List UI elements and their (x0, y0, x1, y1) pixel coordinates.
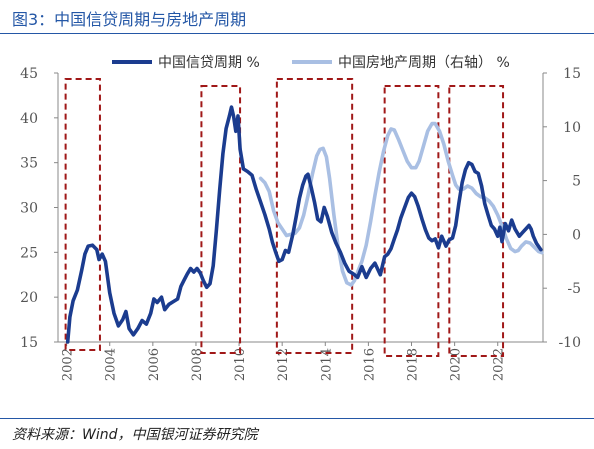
source-divider (0, 418, 594, 419)
y-right-tick-label: -5 (567, 281, 581, 297)
x-tick-label: 2018 (406, 348, 421, 381)
y-left-tick-label: 35 (20, 156, 38, 172)
x-tick-label: 2020 (449, 348, 464, 381)
figure-title: 图3：中国信贷周期与房地产周期 (12, 10, 247, 29)
y-left-tick-label: 15 (20, 335, 38, 351)
x-tick-label: 2008 (190, 348, 205, 381)
series-line-credit-cycle (65, 105, 543, 344)
y-left-tick-label: 40 (20, 111, 38, 127)
y-left-tick-label: 25 (20, 245, 38, 261)
x-tick-label: 2010 (233, 348, 248, 381)
highlight-period-box (200, 85, 242, 354)
series-line-housing-cycle (258, 121, 544, 287)
x-tick-label: 2014 (319, 348, 334, 381)
y-right-tick-label: 10 (563, 120, 581, 136)
highlight-period-box (383, 85, 440, 357)
x-tick-label: 2006 (147, 348, 162, 381)
y-right-tick-label: 15 (563, 66, 581, 82)
y-left-tick-label: 30 (20, 201, 38, 217)
x-tick-label: 2016 (362, 348, 377, 381)
title-underline (0, 33, 594, 34)
highlight-period-box (448, 85, 505, 357)
x-tick-label: 2012 (276, 348, 291, 381)
y-left-tick-label: 45 (20, 66, 38, 82)
highlight-period-box (275, 78, 354, 354)
y-left-tick-label: 20 (20, 290, 38, 306)
y-right-tick-label: 0 (572, 227, 581, 243)
highlight-period-box (64, 78, 101, 351)
x-tick-label: 2002 (61, 348, 76, 381)
legend-label-housing: 中国房地产周期（右轴） % (338, 55, 510, 71)
x-tick-label: 2022 (492, 348, 507, 381)
y-right-tick-label: -10 (558, 335, 581, 351)
source-note: 资料来源：Wind，中国银河证券研究院 (12, 427, 258, 443)
y-right-tick-label: 5 (572, 174, 581, 190)
legend-label-credit: 中国信贷周期 % (158, 55, 260, 71)
x-tick-label: 2004 (104, 348, 119, 381)
